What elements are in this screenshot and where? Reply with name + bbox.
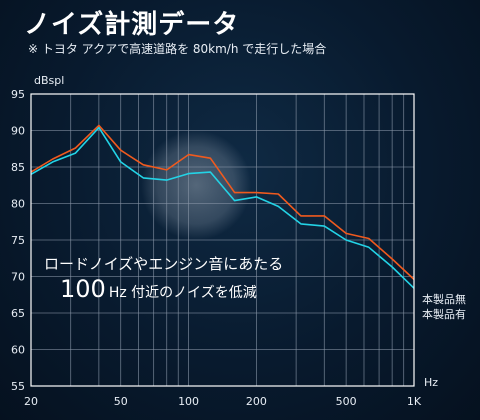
y-tick-label: 75 <box>11 234 25 247</box>
y-tick-label: 85 <box>11 161 25 174</box>
y-tick-label: 80 <box>11 198 25 211</box>
y-tick-label: 60 <box>11 344 25 357</box>
x-tick-label: 200 <box>246 395 267 408</box>
y-tick-label: 65 <box>11 307 25 320</box>
y-tick-label: 55 <box>11 380 25 393</box>
x-tick-label: 100 <box>178 395 199 408</box>
annotation-line1: ロードノイズやエンジン音にあたる <box>44 255 283 273</box>
annotation-unit: Hz <box>109 285 127 301</box>
page-title: ノイズ計測データ <box>24 10 240 40</box>
y-tick-label: 95 <box>11 88 25 101</box>
highlight-circle <box>141 130 252 241</box>
plot-frame <box>30 93 415 387</box>
annotation-number: 100 <box>60 275 106 303</box>
x-tick-label: 1K <box>407 395 422 408</box>
page-subtitle: ※ トヨタ アクアで高速道路を 80km/h で走行した場合 <box>28 42 327 56</box>
y-tick-label: 70 <box>11 271 25 284</box>
y-tick-label: 90 <box>11 125 25 138</box>
x-tick-label: 20 <box>24 395 38 408</box>
x-axis-label: Hz <box>424 376 438 389</box>
annotation-rest: 付近のノイズを低減 <box>127 284 257 301</box>
series-line-with <box>31 126 414 290</box>
x-tick-label: 50 <box>114 395 128 408</box>
y-axis-label: dBspl <box>34 74 64 87</box>
x-tick-label: 500 <box>336 395 357 408</box>
annotation-line2: 100 Hz 付近のノイズを低減 <box>60 275 257 303</box>
legend-label-with: 本製品有 <box>422 307 466 321</box>
series-line-without <box>31 124 414 281</box>
legend-label-without: 本製品無 <box>422 292 466 306</box>
